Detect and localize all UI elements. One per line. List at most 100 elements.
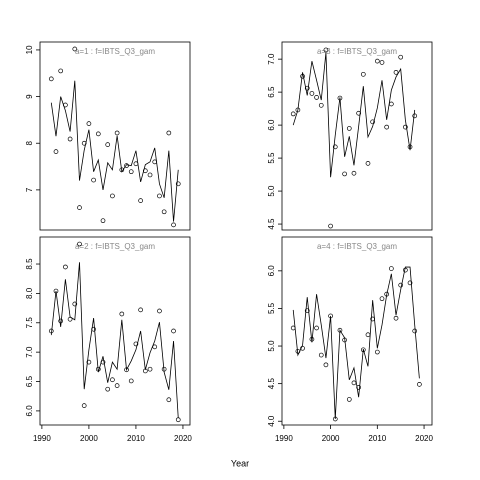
point (128, 169, 134, 175)
point (157, 308, 162, 314)
point (342, 171, 347, 177)
x-tick-label: 2000 (322, 434, 340, 443)
y-tick-label: 7.5 (25, 317, 34, 329)
point (58, 68, 64, 74)
point (77, 205, 82, 210)
point (374, 349, 380, 355)
y-tick-label: 6.5 (267, 86, 276, 98)
point (332, 144, 338, 150)
y-tick-label: 7.0 (267, 53, 276, 65)
x-axis-label: Year (231, 458, 249, 468)
point (81, 403, 87, 408)
point (318, 352, 324, 358)
y-tick-label: 7 (25, 187, 34, 192)
y-tick-label: 5.0 (267, 185, 276, 197)
point (318, 102, 324, 108)
panel-frame (39, 41, 191, 231)
panel: a=1 : f=IBTS_Q3_gam 7 8 9 10 (25, 41, 191, 231)
point (72, 46, 78, 52)
point (161, 209, 167, 215)
point (166, 130, 172, 136)
point (323, 47, 329, 53)
point (356, 385, 361, 390)
point (290, 111, 296, 117)
point (124, 163, 129, 168)
y-tick-label: 5.0 (267, 340, 276, 352)
point (86, 359, 92, 365)
point (171, 328, 176, 334)
point (128, 378, 134, 384)
x-tick-label: 2010 (127, 434, 145, 443)
y-tick-label: 8 (25, 140, 34, 145)
point (138, 307, 143, 313)
point (110, 193, 115, 199)
y-tick-label: 4.0 (267, 415, 276, 427)
point (314, 325, 319, 331)
point (374, 58, 380, 64)
point (114, 383, 120, 388)
point (412, 113, 418, 119)
point (304, 85, 310, 91)
point (157, 193, 162, 199)
x-tick-label: 2000 (80, 434, 98, 443)
point (417, 382, 422, 387)
y-tick-label: 5.5 (267, 302, 276, 314)
point (314, 95, 319, 100)
point (403, 124, 408, 130)
point (114, 130, 120, 136)
x-tick-label: 2020 (415, 434, 433, 443)
point (138, 198, 143, 203)
point (351, 170, 357, 176)
point (346, 397, 352, 402)
panel-title: a=1 : f=IBTS_Q3_gam (75, 47, 155, 56)
point (356, 110, 361, 116)
panel-title: a=2 : f=IBTS_Q3_gam (75, 242, 155, 251)
point (91, 177, 96, 183)
point (171, 222, 176, 228)
point (133, 341, 139, 347)
panel-frame (281, 236, 433, 426)
x-tick-label: 2010 (368, 434, 386, 443)
point (67, 136, 73, 142)
y-tick-label: 7.0 (25, 346, 34, 358)
panel: a=4 : f=IBTS_Q3_gam 4.0 4.5 5.0 5.5 6.0 1990 20… (267, 236, 434, 443)
y-tick-label: 6.0 (267, 265, 276, 277)
y-tick-label: 6.0 (267, 119, 276, 131)
point (360, 71, 366, 77)
y-tick-label: 8.0 (25, 287, 34, 299)
y-tick-label: 4.5 (267, 378, 276, 390)
point (398, 54, 404, 60)
y-tick-label: 4.5 (267, 218, 276, 230)
y-tick-label: 10 (25, 45, 34, 54)
point (63, 264, 68, 270)
point (388, 266, 394, 271)
point (95, 131, 101, 137)
point (398, 282, 404, 288)
y-tick-label: 8.5 (25, 258, 34, 270)
point (328, 223, 333, 229)
x-tick-label: 1990 (33, 434, 51, 443)
point (147, 172, 153, 178)
point (175, 181, 181, 187)
point (110, 377, 115, 383)
panel: a=3 : f=IBTS_Q3_gam 4.5 5.0 5.5 6.0 6.5 7.0 (267, 41, 433, 231)
point (323, 362, 329, 368)
point (100, 218, 106, 224)
point (393, 315, 399, 321)
point (119, 311, 125, 317)
point (379, 296, 385, 302)
point (407, 280, 413, 286)
y-tick-label: 6.0 (25, 405, 34, 417)
point (105, 386, 111, 392)
point (72, 301, 78, 307)
point (77, 241, 82, 247)
point (393, 69, 399, 75)
panel: a=2 : f=IBTS_Q3_gam 6.0 6.5 7.0 7.5 8.0 8.5 199… (25, 236, 192, 443)
fitted-line (50, 80, 179, 222)
point (304, 308, 310, 314)
point (53, 149, 59, 154)
point (365, 161, 371, 166)
point (384, 124, 390, 130)
